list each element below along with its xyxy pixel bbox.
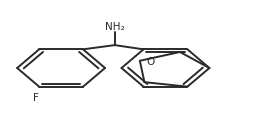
Text: O: O	[147, 57, 155, 67]
Text: F: F	[33, 93, 39, 103]
Text: NH₂: NH₂	[105, 22, 124, 32]
